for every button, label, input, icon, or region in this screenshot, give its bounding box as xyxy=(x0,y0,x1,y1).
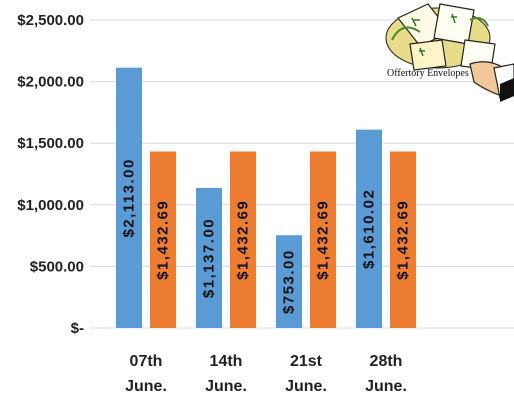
data-label: $1,432.69 xyxy=(235,200,252,280)
data-label: $1,137.00 xyxy=(201,218,218,298)
bar xyxy=(116,67,142,328)
x-tick-label: 21st June. xyxy=(285,353,327,395)
x-tick-label: 28th June. xyxy=(365,353,407,395)
y-axis-tick-labels: $- $500.00 $1,000.00 $1,500.00 $2,000.00 $2,5… xyxy=(17,12,84,337)
bars: $2,113.00 $1,432.69 $1,137.00 $1,432.69 $753… xyxy=(116,67,416,328)
bar xyxy=(276,235,302,328)
y-tick-label: $500.00 xyxy=(30,258,84,275)
data-label: $1,432.69 xyxy=(155,200,172,280)
y-tick-label: $2,000.00 xyxy=(17,74,84,91)
y-tick-label: $- xyxy=(71,320,84,337)
x-axis-tick-labels: 07th June. 14th June. 21st June. 28th June. xyxy=(125,353,407,395)
y-tick-label: $1,500.00 xyxy=(17,135,84,152)
data-label: $1,432.69 xyxy=(315,200,332,280)
y-tick-label: $1,000.00 xyxy=(17,197,84,214)
x-tick-label: 07th June. xyxy=(125,353,167,395)
data-label: $1,432.69 xyxy=(395,200,412,280)
data-label: $1,610.02 xyxy=(361,189,378,269)
x-tick-label: 14th June. xyxy=(205,353,247,395)
data-label: $2,113.00 xyxy=(121,158,138,237)
y-tick-label: $2,500.00 xyxy=(17,12,84,29)
bar xyxy=(310,151,336,328)
hand-holding-envelopes-icon: Offertory Envelopes xyxy=(385,3,514,102)
bar xyxy=(230,151,256,328)
bar xyxy=(390,151,416,328)
illustration-caption: Offertory Envelopes xyxy=(387,68,469,79)
bar xyxy=(150,151,176,328)
data-label: $753.00 xyxy=(281,249,298,314)
bar xyxy=(356,129,382,328)
bar xyxy=(196,187,222,328)
